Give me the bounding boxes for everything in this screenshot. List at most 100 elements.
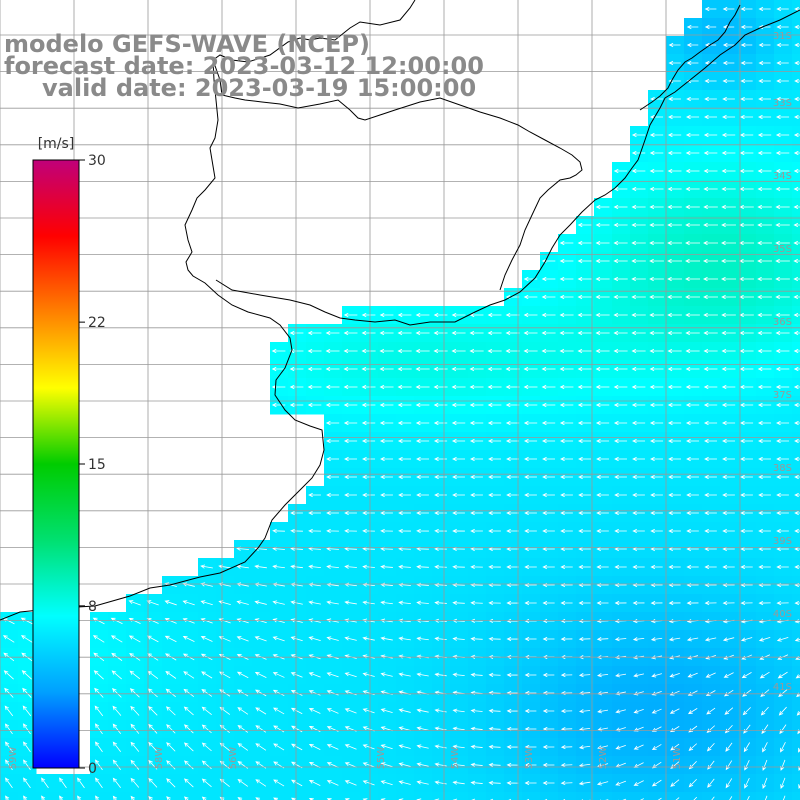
wind-arrow [560,438,574,444]
wind-arrow [452,600,465,605]
wind-arrow [651,779,662,787]
wind-arrow [650,492,663,498]
wind-cell [666,792,685,800]
wind-arrow [793,294,800,300]
wind-arrow [290,510,303,516]
wind-arrow [524,708,537,714]
wind-arrow [794,528,800,534]
wind-arrow [166,742,176,752]
wind-arrow [668,438,682,444]
wind-arrow [470,780,483,785]
wind-arrow [237,707,249,715]
wind-arrow [776,637,789,642]
wind-arrow [452,510,465,516]
wind-arrow [703,150,718,156]
wind-arrow [22,759,31,771]
wind-arrow [560,564,573,570]
wind-arrow [613,168,628,174]
wind-arrow [506,510,519,516]
wind-arrow [344,708,357,714]
wind-arrow [722,96,735,102]
wind-arrow [757,294,772,300]
wind-arrow [794,6,800,12]
wind-arrow [577,276,592,282]
wind-arrow [524,762,537,768]
wind-arrow [380,564,393,569]
wind-arrow [379,330,394,336]
wind-arrow [740,546,753,552]
wind-arrow [165,688,176,698]
wind-arrow [362,492,375,498]
wind-arrow [613,276,628,282]
wind-arrow [577,294,592,300]
wind-arrow [487,348,502,354]
wind-arrow [325,384,340,390]
wind-arrow [595,366,610,372]
wind-arrow [560,528,573,534]
wind-arrow [613,402,628,408]
wind-arrow [775,348,790,354]
wind-arrow [182,600,195,606]
wind-arrow [343,438,358,444]
wind-arrow [506,474,519,480]
wind-arrow [721,186,736,192]
wind-arrow [794,456,800,462]
wind-arrow [58,777,67,789]
wind-arrow [632,528,645,534]
wind-arrow [434,780,447,785]
wind-arrow [183,688,195,697]
wind-arrow [273,797,279,800]
wind-arrow [595,204,610,210]
wind-arrow [22,687,32,698]
wind-arrow [308,797,314,800]
wind-arrow [613,204,628,210]
wind-arrow [793,384,800,390]
wind-arrow [631,330,646,336]
title-valid-date: valid date: 2023-03-19 15:00:00 [42,74,477,102]
wind-arrow [640,798,644,800]
wind-arrow [794,510,800,516]
wind-arrow [793,330,800,336]
wind-arrow [650,600,663,606]
wind-arrow [470,474,483,480]
wind-arrow [452,474,465,480]
wind-arrow [95,777,103,789]
wind-arrow [649,276,664,282]
wind-arrow [762,777,768,789]
wind-arrow [757,132,772,138]
wind-arrow [559,258,574,264]
wind-arrow [379,348,394,354]
wind-arrow [762,742,768,753]
wind-arrow [379,384,394,390]
wind-arrow [740,24,753,30]
wind-cell [504,792,523,800]
wind-arrow [397,312,412,318]
wind-arrow [505,420,520,426]
wind-arrow [148,706,158,716]
wind-arrow [415,438,430,444]
wind-arrow [597,745,609,750]
wind-arrow [559,366,574,372]
wind-arrow [183,671,195,679]
wind-arrow [380,582,393,587]
wind-arrow [469,402,484,408]
wind-arrow [685,420,700,426]
lat-label: 34S [773,171,792,182]
wind-arrow [343,330,358,336]
wind-arrow [614,564,627,570]
wind-arrow [452,636,465,641]
wind-arrow [739,366,754,372]
wind-arrow [236,671,249,679]
wind-cell [792,792,800,800]
wind-arrow [758,114,772,120]
wind-arrow [542,438,556,444]
wind-arrow [650,528,663,534]
wind-arrow [344,456,358,462]
wind-arrow [23,795,28,800]
wind-arrow [703,384,718,390]
colorbar-unit: [m/s] [38,136,75,152]
wind-cell [90,792,109,800]
wind-arrow [560,474,573,480]
wind-arrow [542,618,555,624]
wind-arrow [613,366,628,372]
